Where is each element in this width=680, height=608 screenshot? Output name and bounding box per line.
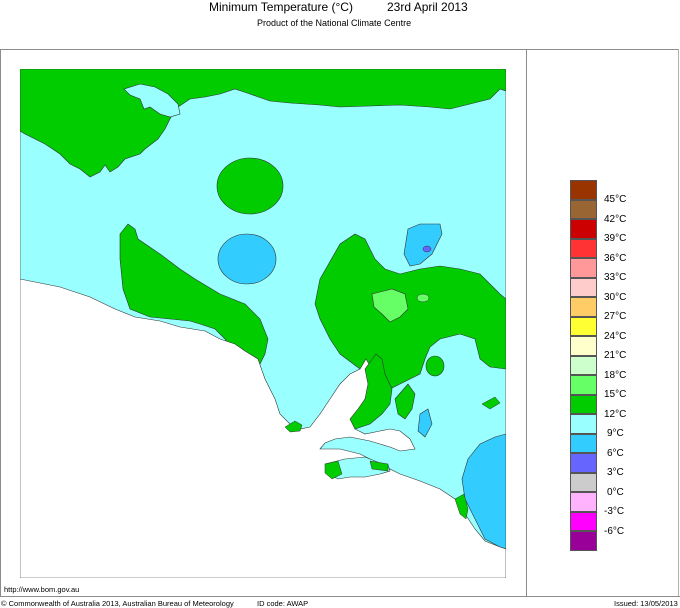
legend-label: 39°C <box>604 233 627 244</box>
legend-swatch <box>570 492 597 512</box>
legend-swatch <box>570 277 597 297</box>
legend-label: 9°C <box>607 428 624 439</box>
legend-label: -6°C <box>604 525 625 537</box>
legend-label: 15°C <box>604 389 627 400</box>
legend-label: 24°C <box>604 330 627 342</box>
legend-label: 36°C <box>604 252 627 264</box>
legend-swatch <box>570 297 597 317</box>
legend-swatch <box>570 258 597 278</box>
legend-label: -3°C <box>604 506 625 517</box>
legend-swatch <box>570 199 597 219</box>
legend-swatch <box>570 531 597 551</box>
legend-swatch <box>570 472 597 492</box>
legend-swatch <box>570 355 597 375</box>
legend-label: 30°C <box>604 291 627 303</box>
legend-swatch <box>570 238 597 258</box>
legend-divider <box>526 49 527 597</box>
legend-label: 3°C <box>607 467 624 478</box>
legend-label: 21°C <box>604 350 627 361</box>
legend-swatch <box>570 511 597 531</box>
legend-label: 0°C <box>607 486 624 498</box>
issued-date: Issued: 13/05/2013 <box>614 599 678 608</box>
source-url[interactable]: http://www.bom.gov.au <box>4 585 80 594</box>
legend-label: 45°C <box>604 194 627 205</box>
legend-swatch <box>570 180 597 200</box>
title-text: Minimum Temperature (°C) <box>209 0 353 14</box>
legend-swatch <box>570 336 597 356</box>
copyright: © Commonwealth of Australia 2013, Austra… <box>1 599 234 608</box>
map-title: Minimum Temperature (°C) 23rd April 2013 <box>0 0 680 16</box>
legend-swatch <box>570 453 597 473</box>
subtitle: Product of the National Climate Centre <box>257 18 412 28</box>
temperature-map <box>20 69 506 578</box>
legend-swatch <box>570 316 597 336</box>
legend-swatch <box>570 219 597 239</box>
legend-label: 12°C <box>604 408 627 420</box>
legend-label: 33°C <box>604 272 627 283</box>
legend-label: 18°C <box>604 369 627 381</box>
legend-label: 6°C <box>607 447 624 459</box>
map-frame <box>0 49 679 597</box>
legend-label: 42°C <box>604 213 627 225</box>
footer-divider <box>0 596 680 597</box>
legend-swatch <box>570 375 597 395</box>
id-code: ID code: AWAP <box>257 599 309 608</box>
legend-swatch <box>570 394 597 414</box>
legend-swatch <box>570 414 597 434</box>
legend-swatch <box>570 433 597 453</box>
title-date: 23rd April 2013 <box>387 0 468 14</box>
legend-label: 27°C <box>604 311 627 322</box>
